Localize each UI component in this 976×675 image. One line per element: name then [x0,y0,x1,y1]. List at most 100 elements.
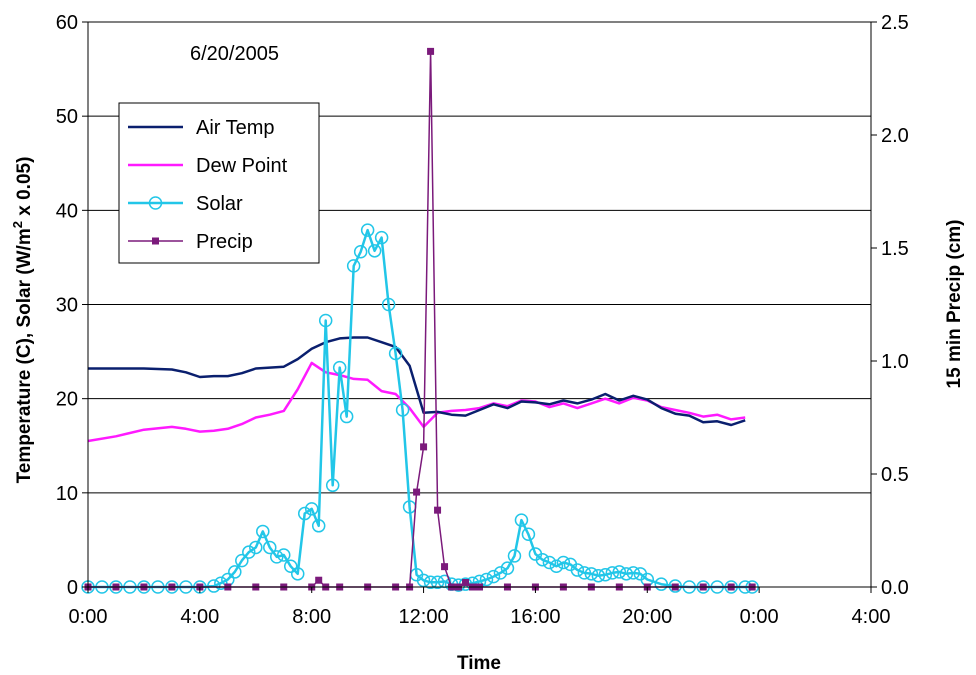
legend-marker [152,237,159,245]
left-y-axis-title-superscript: 2 [10,221,25,228]
data-point [427,47,435,55]
series-air-temp [88,336,746,427]
right-y-tick-label: 0.0 [881,577,909,599]
data-point [311,519,326,533]
data-point [549,559,564,574]
data-point [325,478,340,493]
left-y-tick-label: 40 [56,200,78,222]
legend-label: Air Temp [196,117,275,139]
data-point [360,223,375,237]
left-y-axis-title-part2: x 0.05) [14,157,35,221]
right-y-tick-label: 0.5 [881,464,909,486]
left-y-tick-label: 50 [56,106,78,128]
data-point [556,555,571,570]
x-tick-label: 16:00 [510,606,560,628]
data-point [332,360,347,375]
data-point [577,566,592,580]
data-point [416,573,431,588]
legend-item: Precip [128,231,253,253]
data-point [395,403,410,417]
data-point [290,567,305,581]
x-tick-label: 0:00 [740,606,779,628]
left-y-tick-label: 10 [56,483,78,505]
x-axis: 0:00 4:00 8:00 12:00 16:00 20:00 0:00 4:00 [69,587,891,628]
series-line [88,336,746,427]
data-point [605,566,620,580]
data-point [598,568,613,582]
data-point [367,244,382,258]
data-point [486,569,501,584]
data-point [493,566,508,580]
data-point [228,565,242,579]
data-point [263,540,277,555]
data-point [430,575,445,590]
data-point [591,568,606,583]
data-point [207,579,221,593]
legend-item: Solar [128,193,243,215]
right-y-axis-title: 15 min Precip (cm) [944,220,965,389]
legend-item: Air Temp [128,117,275,139]
left-y-axis-title: Temperature (C), Solar (W/m2 x 0.05) [10,157,35,484]
data-point [318,313,333,328]
data-point [654,577,669,591]
legend-marker [148,196,163,210]
data-point [297,506,312,521]
data-point [479,572,494,587]
data-point [535,552,550,567]
data-point [626,566,641,580]
data-point [507,549,522,563]
x-tick-label: 8:00 [292,606,331,628]
data-point [381,297,396,312]
legend-label: Solar [196,193,243,215]
legend-item: Dew Point [128,155,288,177]
data-point [374,230,389,245]
data-point [423,575,438,590]
data-point [420,443,428,451]
left-y-tick-label: 30 [56,295,78,317]
data-point [570,563,585,577]
data-point [612,565,627,579]
right-y-axis: 0.0 0.5 1.0 1.5 2.0 2.5 [871,12,909,599]
data-point [339,409,354,424]
data-point [542,555,557,570]
data-point [256,524,270,539]
data-point [441,563,449,571]
legend: Air Temp Dew Point Solar Precip [118,102,320,264]
data-point [521,527,536,542]
date-annotation: 6/20/2005 [190,43,279,65]
x-tick-label: 4:00 [180,606,219,628]
left-y-tick-label: 0 [67,577,78,599]
data-point [434,506,442,514]
data-point [462,578,470,586]
data-point [277,548,291,562]
data-point [388,346,403,361]
legend-box [118,102,320,264]
data-point [346,259,361,273]
data-point [413,488,421,496]
right-y-tick-label: 2.5 [881,12,909,34]
data-point [283,559,298,574]
data-point [315,576,323,584]
left-y-tick-label: 20 [56,389,78,411]
data-point [270,550,284,564]
right-y-tick-label: 2.0 [881,125,909,147]
left-y-tick-label: 60 [56,12,78,34]
x-tick-label: 12:00 [399,606,449,628]
data-point [353,245,368,259]
x-tick-label: 4:00 [852,606,891,628]
x-axis-title: Time [457,653,501,674]
x-tick-label: 0:00 [69,606,108,628]
left-y-axis: 0 10 20 30 40 50 60 [56,12,88,599]
data-point [214,576,228,590]
data-point [619,567,634,581]
left-y-axis-title-part1: Temperature (C), Solar (W/m [14,228,35,483]
right-y-tick-label: 1.0 [881,351,909,373]
x-tick-label: 20:00 [622,606,672,628]
data-point [235,553,249,568]
data-point [500,561,515,575]
data-point [249,540,263,555]
legend-label: Precip [196,231,253,253]
data-point [514,513,529,527]
data-point [242,545,256,559]
